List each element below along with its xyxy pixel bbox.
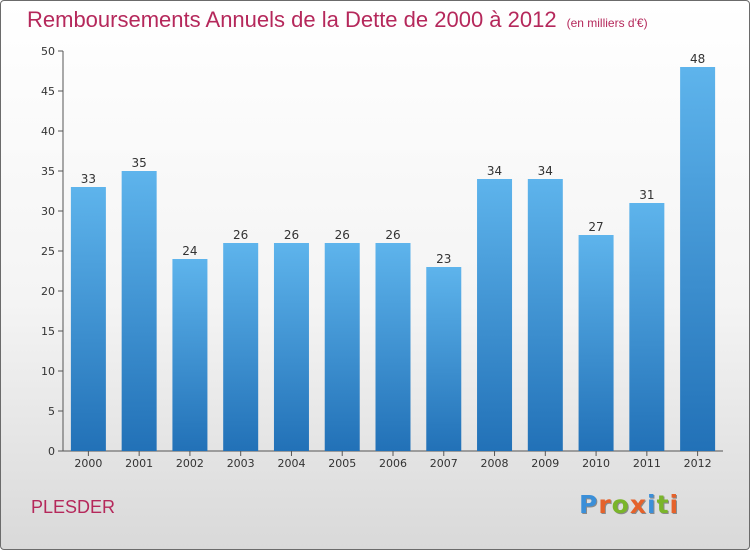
data-label-2009: 34 [538,164,553,178]
logo-letter: t [656,490,670,519]
x-tick-label-2005: 2005 [328,457,356,470]
x-tick-label-2002: 2002 [176,457,204,470]
bar-2009 [527,179,563,451]
bar-2006 [375,243,411,451]
x-tick-label-2003: 2003 [227,457,255,470]
x-tick-label-2009: 2009 [531,457,559,470]
y-tick-label: 45 [41,85,55,98]
bar-2002 [172,259,208,451]
chart-title: Remboursements Annuels de la Dette de 20… [27,7,648,33]
y-tick-label: 25 [41,245,55,258]
logo-letter: P [579,490,599,519]
data-label-2011: 31 [639,188,654,202]
bar-2007 [426,267,462,451]
y-tick-label: 20 [41,285,55,298]
bar-2000 [70,187,106,451]
bar-2003 [223,243,259,451]
x-tick-label-2001: 2001 [125,457,153,470]
y-tick-label: 35 [41,165,55,178]
bar-2001 [121,171,157,451]
y-tick-label: 15 [41,325,55,338]
logo-letter: o [611,490,630,519]
data-label-2001: 35 [132,156,147,170]
bar-2008 [477,179,513,451]
data-label-2007: 23 [436,252,451,266]
logo-letter: r [598,490,612,519]
x-tick-label-2010: 2010 [582,457,610,470]
y-tick-label: 50 [41,45,55,58]
logo-letter: i [669,490,680,519]
x-tick-label-2000: 2000 [74,457,102,470]
title-text: Remboursements Annuels de la Dette de 20… [27,7,557,32]
bar-2010 [578,235,614,451]
x-tick-label-2008: 2008 [481,457,509,470]
bar-2005 [324,243,360,451]
x-tick-label-2011: 2011 [633,457,661,470]
x-tick-label-2006: 2006 [379,457,407,470]
x-tick-label-2004: 2004 [277,457,305,470]
data-label-2003: 26 [233,228,248,242]
y-tick-label: 40 [41,125,55,138]
y-tick-label: 10 [41,365,55,378]
logo-letter: x [629,490,647,519]
proxiti-logo: Proxiti [579,490,679,519]
x-tick-label-2007: 2007 [430,457,458,470]
y-tick-label: 0 [48,445,55,458]
y-tick-label: 5 [48,405,55,418]
data-label-2002: 24 [182,244,197,258]
data-label-2008: 34 [487,164,502,178]
commune-name: PLESDER [31,497,116,517]
data-label-2006: 26 [385,228,400,242]
bar-2011 [629,203,665,451]
data-label-2000: 33 [81,172,96,186]
bar-2012 [680,67,716,451]
bar-2004 [273,243,309,451]
y-tick-label: 30 [41,205,55,218]
logo-letter: i [647,490,657,519]
x-tick-label-2012: 2012 [684,457,712,470]
data-label-2004: 26 [284,228,299,242]
chart-subtitle: (en milliers d'€) [566,16,648,30]
data-label-2010: 27 [588,220,603,234]
data-label-2005: 26 [335,228,350,242]
data-label-2012: 48 [690,52,705,66]
